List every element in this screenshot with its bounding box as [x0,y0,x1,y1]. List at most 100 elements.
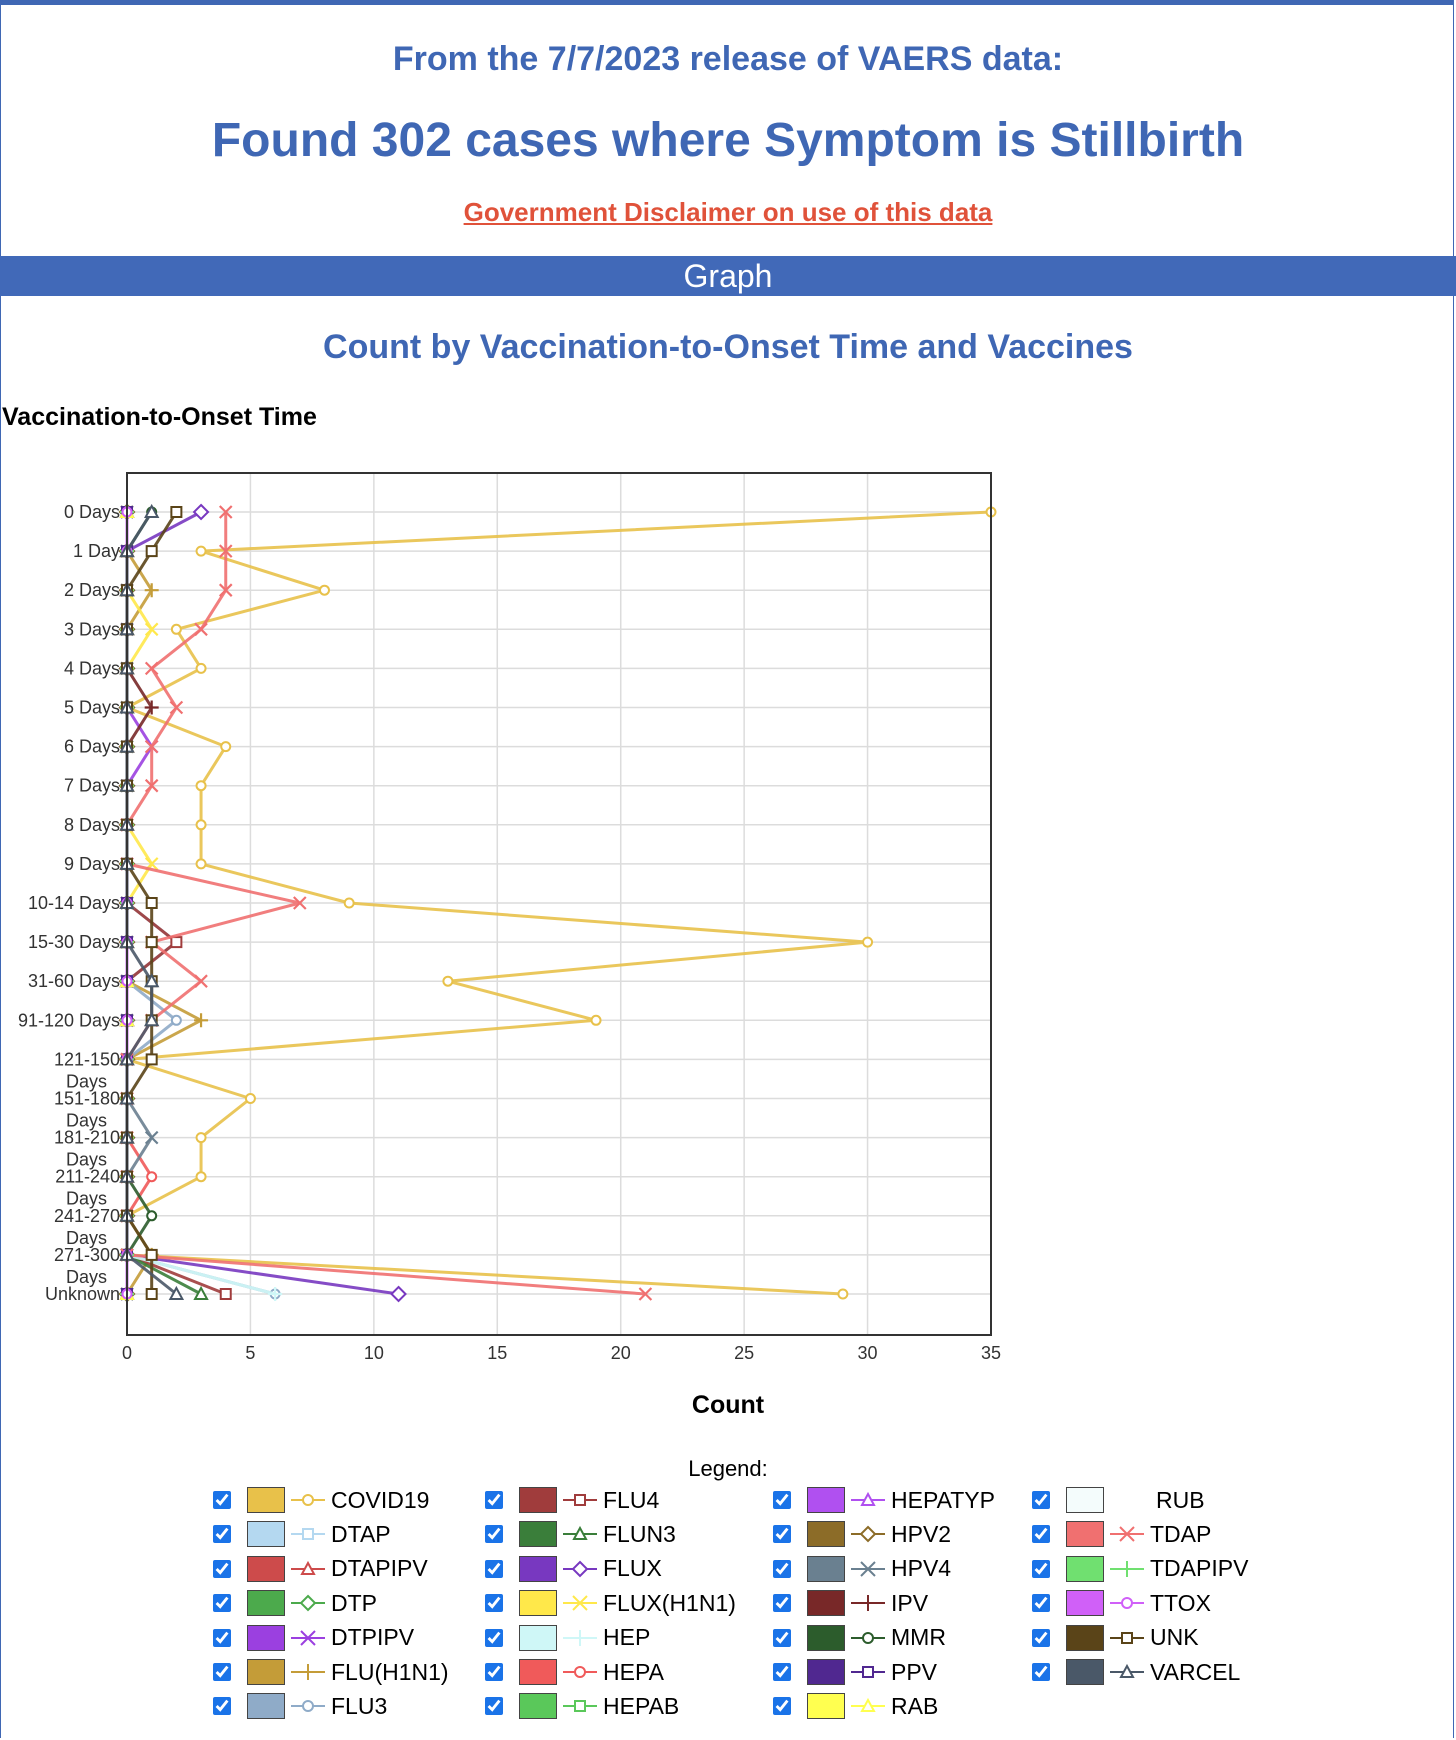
disclaimer-link[interactable]: Government Disclaimer on use of this dat… [463,197,993,227]
legend-item: RUB [1032,1485,1205,1515]
legend-toggle-checkbox[interactable] [1032,1594,1050,1613]
legend-toggle-checkbox[interactable] [773,1628,791,1647]
y-tick-label: 10-14 Days [28,893,120,913]
legend-item: UNK [1032,1623,1199,1653]
y-tick-label: 9 Days [64,854,120,874]
legend-toggle-checkbox[interactable] [213,1525,231,1544]
legend-label: FLU4 [603,1486,660,1513]
legend-label: VARCEL [1150,1658,1241,1685]
data-point [837,1288,849,1300]
chart-title: Count by Vaccination-to-Onset Time and V… [323,328,1133,366]
y-tick-label: 151-180 Days [54,1089,120,1131]
y-tick-label: 15-30 Days [28,932,120,952]
data-point [442,975,454,987]
legend-toggle-checkbox[interactable] [213,1628,231,1647]
legend-toggle-checkbox[interactable] [1032,1628,1050,1647]
legend-color-swatch [519,1693,557,1720]
legend-toggle-checkbox[interactable] [485,1491,503,1509]
legend-item: VARCEL [1032,1657,1240,1687]
legend-toggle-checkbox[interactable] [773,1697,791,1716]
legend-label: RUB [1156,1486,1205,1513]
legend-label: PPV [891,1658,938,1685]
legend-toggle-checkbox[interactable] [773,1491,791,1509]
data-point [390,1285,407,1303]
legend-toggle-checkbox[interactable] [213,1697,231,1716]
legend-toggle-checkbox[interactable] [1032,1525,1050,1544]
data-point [144,700,159,715]
legend-toggle-checkbox[interactable] [485,1559,503,1578]
legend-color-swatch [247,1693,285,1720]
legend-toggle-checkbox[interactable] [485,1525,503,1544]
legend-toggle-checkbox[interactable] [773,1594,791,1613]
legend-marker-icon [563,1526,597,1541]
legend-marker-icon [851,1666,885,1678]
x-tick-label: 5 [245,1343,255,1363]
legend-item: TDAPIPV [1032,1554,1248,1584]
data-point [293,896,307,910]
legend-item: DTAPIPV [213,1554,428,1584]
legend-color-swatch [1066,1521,1104,1548]
data-point [195,819,207,831]
legend-toggle-checkbox[interactable] [485,1697,503,1716]
data-point [218,583,233,597]
legend-marker-icon [1110,1560,1144,1577]
legend-toggle-checkbox[interactable] [213,1594,231,1613]
legend-item: TTOX [1032,1588,1211,1618]
legend-label: HPV4 [891,1555,952,1582]
legend-toggle-checkbox[interactable] [213,1491,231,1509]
legend-toggle-checkbox[interactable] [213,1559,231,1578]
legend-marker-icon [291,1700,325,1713]
legend-toggle-checkbox[interactable] [485,1663,503,1681]
legend-marker-icon [851,1595,885,1612]
data-point [219,1288,232,1300]
legend-marker-icon [851,1491,885,1506]
legend-color-swatch [247,1624,285,1651]
legend-color-swatch [519,1659,557,1685]
legend-toggle-checkbox[interactable] [1032,1663,1050,1681]
data-point [144,661,159,676]
y-tick-label: 181-210 Days [54,1128,120,1170]
data-point [220,741,232,753]
y-tick-label: 31-60 Days [28,971,120,991]
legend-toggle-checkbox[interactable] [213,1663,231,1681]
legend-toggle-checkbox[interactable] [485,1594,503,1613]
y-tick-label: 0 Days [64,502,120,522]
legend-item: HEPA [485,1657,664,1687]
data-point [244,1093,256,1104]
data-point [590,1014,602,1026]
data-point [192,503,210,521]
disclaimer-container: Government Disclaimer on use of this dat… [0,197,1456,228]
plot-area [127,473,991,1335]
x-tick-label: 35 [981,1343,1001,1363]
legend-item: FLU(H1N1) [213,1657,449,1687]
legend-item: COVID19 [213,1485,429,1515]
legend-color-swatch [519,1487,557,1513]
data-point [195,662,207,674]
y-tick-label: 7 Days [64,776,120,796]
y-tick-label: Unknown [45,1284,120,1304]
legend-toggle-checkbox[interactable] [773,1525,791,1544]
legend-label: TDAPIPV [1150,1555,1249,1582]
legend-color-swatch [247,1555,285,1582]
legend-item: IPV [773,1588,928,1618]
y-tick-label: 1 Day [73,541,120,561]
legend-toggle-checkbox[interactable] [485,1628,503,1647]
legend-toggle-checkbox[interactable] [1032,1491,1050,1509]
y-tick-label: 121-150 Days [54,1049,120,1091]
legend-marker-icon [563,1494,597,1506]
data-point [195,1171,207,1183]
data-point [145,1248,158,1261]
legend-label: DTPIPV [331,1624,415,1651]
legend-toggle-checkbox[interactable] [1032,1559,1050,1578]
legend-toggle-checkbox[interactable] [773,1663,791,1681]
y-tick-label: 241-270 Days [54,1206,120,1248]
x-axis-title: Count [692,1391,765,1419]
y-tick-label: 4 Days [64,658,120,678]
data-point [144,973,160,988]
legend-color-swatch [247,1590,285,1617]
y-tick-label: 211-240 Days [55,1167,120,1209]
legend-toggle-checkbox[interactable] [773,1559,791,1578]
graph-section-bar: Graph [0,256,1456,296]
legend-color-swatch [807,1624,845,1651]
